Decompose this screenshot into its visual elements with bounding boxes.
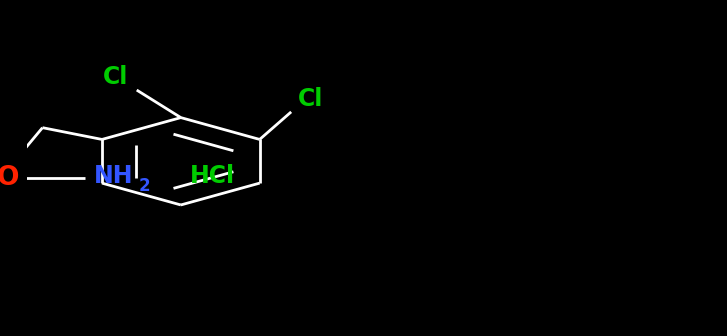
Text: O: O [0, 165, 19, 191]
Text: NH: NH [94, 164, 133, 188]
Text: Cl: Cl [298, 87, 324, 111]
Text: 2: 2 [139, 177, 150, 196]
Text: HCl: HCl [190, 164, 235, 188]
Text: Cl: Cl [103, 65, 129, 89]
